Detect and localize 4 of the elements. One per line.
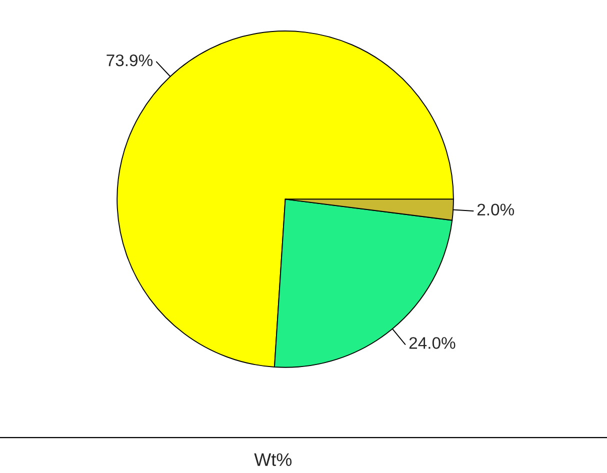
data-label: 24.0% xyxy=(409,337,456,349)
text: Wt% xyxy=(254,453,292,466)
data-label: 2.0% xyxy=(477,204,514,216)
data-label: 73.9% xyxy=(106,54,153,66)
